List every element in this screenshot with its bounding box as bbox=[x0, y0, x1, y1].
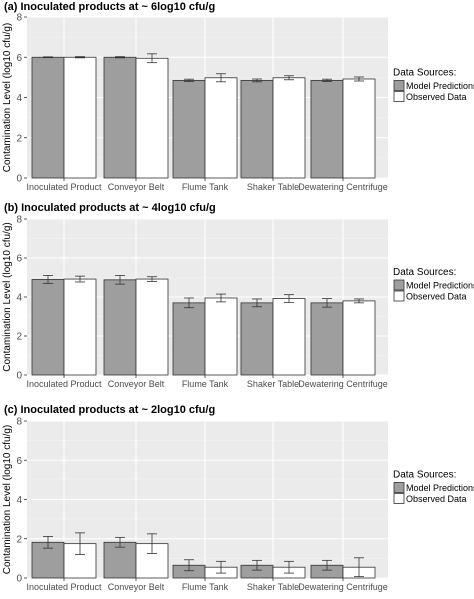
legend-swatch-observed-data bbox=[393, 493, 405, 504]
legend-label: Model Predictions bbox=[406, 483, 474, 493]
bar-observed-data bbox=[63, 278, 97, 376]
y-tick-label: 8 bbox=[16, 215, 22, 226]
bar-model-prediction bbox=[103, 279, 137, 376]
y-axis-label: Contamination Level (log10 cfu/g) bbox=[2, 23, 13, 173]
legend-swatch-model-predictions bbox=[393, 482, 405, 493]
x-tick-label: Flume Tank bbox=[182, 582, 229, 592]
bar-model-prediction bbox=[310, 79, 344, 179]
panel-title: (a) Inoculated products at ~ 6log10 cfu/… bbox=[4, 1, 215, 13]
bar-observed-data bbox=[204, 297, 238, 376]
legend-swatch-observed-data bbox=[393, 290, 405, 302]
bar-observed-data bbox=[272, 77, 306, 179]
legend-title: Data Sources: bbox=[393, 68, 456, 79]
y-tick-label: 2 bbox=[16, 133, 22, 144]
legend-label: Observed Data bbox=[406, 494, 467, 504]
x-tick-label: Dewatering Centrifuge bbox=[298, 582, 388, 592]
legend-label: Observed Data bbox=[406, 92, 467, 102]
panel-title: (c) Inoculated products at ~ 2log10 cfu/… bbox=[4, 404, 215, 416]
legend-title: Data Sources: bbox=[393, 470, 456, 481]
y-tick-label: 4 bbox=[16, 93, 22, 104]
bar-model-prediction bbox=[103, 541, 137, 579]
bar-observed-data bbox=[272, 298, 306, 376]
bar-model-prediction bbox=[172, 302, 206, 376]
x-tick-label: Inoculated Product bbox=[26, 182, 102, 192]
x-tick-label: Flume Tank bbox=[182, 379, 229, 389]
bar-model-prediction bbox=[240, 79, 274, 179]
bar-observed-data bbox=[135, 57, 169, 179]
x-tick-label: Inoculated Product bbox=[26, 582, 102, 592]
legend-swatch-model-predictions bbox=[393, 279, 405, 291]
bar-model-prediction bbox=[310, 302, 344, 376]
y-tick-label: 0 bbox=[16, 574, 22, 585]
x-tick-label: Conveyor Belt bbox=[108, 379, 165, 389]
x-tick-label: Conveyor Belt bbox=[108, 182, 165, 192]
y-tick-label: 6 bbox=[16, 254, 22, 265]
bar-model-prediction bbox=[240, 302, 274, 376]
panel-title: (b) Inoculated products at ~ 4log10 cfu/… bbox=[4, 202, 216, 214]
x-tick-label: Dewatering Centrifuge bbox=[298, 182, 388, 192]
x-tick-label: Dewatering Centrifuge bbox=[298, 379, 388, 389]
bar-observed-data bbox=[63, 56, 97, 179]
y-axis-label: Contamination Level (log10 cfu/g) bbox=[2, 425, 13, 575]
y-tick-label: 6 bbox=[16, 456, 22, 467]
legend-swatch-observed-data bbox=[393, 91, 405, 102]
y-tick-label: 0 bbox=[16, 371, 22, 382]
bar-model-prediction bbox=[31, 56, 65, 179]
y-tick-label: 8 bbox=[16, 417, 22, 428]
x-tick-label: Flume Tank bbox=[182, 182, 229, 192]
bar-observed-data bbox=[135, 278, 169, 376]
y-tick-label: 4 bbox=[16, 293, 22, 304]
legend-label: Model Predictions bbox=[406, 281, 474, 291]
bar-observed-data bbox=[204, 77, 238, 179]
legend-title: Data Sources: bbox=[393, 267, 456, 278]
y-tick-label: 2 bbox=[16, 332, 22, 343]
y-tick-label: 8 bbox=[16, 13, 22, 24]
y-tick-label: 4 bbox=[16, 495, 22, 506]
legend-label: Observed Data bbox=[406, 292, 467, 302]
y-tick-label: 0 bbox=[16, 174, 22, 185]
legend-label: Model Predictions bbox=[406, 81, 474, 91]
bar-model-prediction bbox=[31, 279, 65, 376]
bar-observed-data bbox=[342, 78, 376, 179]
bar-model-prediction bbox=[172, 79, 206, 179]
x-tick-label: Shaker Table bbox=[247, 582, 299, 592]
legend-swatch-model-predictions bbox=[393, 80, 405, 91]
x-tick-label: Shaker Table bbox=[247, 182, 299, 192]
bar-model-prediction bbox=[103, 56, 137, 179]
y-axis-label: Contamination Level (log10 cfu/g) bbox=[2, 222, 13, 372]
x-tick-label: Conveyor Belt bbox=[108, 582, 165, 592]
x-tick-label: Inoculated Product bbox=[26, 379, 102, 389]
x-tick-label: Shaker Table bbox=[247, 379, 299, 389]
y-tick-label: 6 bbox=[16, 53, 22, 64]
bar-observed-data bbox=[342, 300, 376, 376]
y-tick-label: 2 bbox=[16, 534, 22, 545]
